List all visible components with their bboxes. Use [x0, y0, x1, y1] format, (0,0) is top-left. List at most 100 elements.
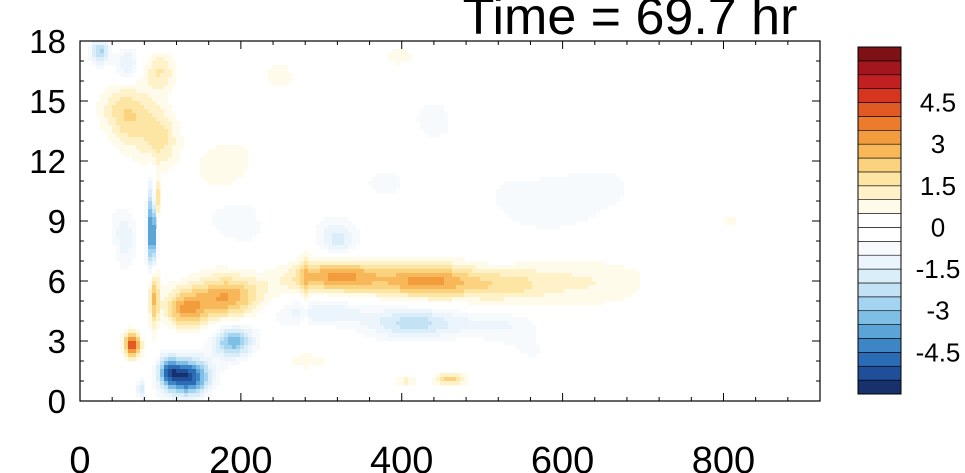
heatmap-cell — [332, 281, 337, 286]
heatmap-cell — [396, 49, 401, 54]
heatmap-cell — [124, 209, 129, 214]
heatmap-cell — [556, 185, 561, 190]
heatmap-cell — [188, 313, 193, 318]
heatmap-cell — [632, 281, 637, 286]
y-tick-label: 9 — [48, 203, 66, 240]
heatmap-cell — [560, 281, 565, 286]
heatmap-cell — [128, 137, 133, 142]
heatmap-cell — [232, 281, 237, 286]
heatmap-cell — [124, 237, 129, 242]
heatmap-cell — [252, 229, 257, 234]
heatmap-cell — [620, 289, 625, 294]
heatmap-cell — [312, 277, 317, 282]
heatmap-cell — [176, 329, 181, 334]
heatmap-cell — [160, 89, 165, 94]
x-tick-label: 0 — [69, 440, 90, 473]
heatmap-cell — [444, 329, 449, 334]
heatmap-cell — [136, 113, 141, 118]
heatmap-cell — [156, 157, 161, 162]
heatmap-cell — [380, 297, 385, 302]
heatmap-cell — [136, 109, 141, 114]
heatmap-cell — [276, 269, 281, 274]
heatmap-cell — [588, 201, 593, 206]
heatmap-cell — [136, 389, 141, 394]
heatmap-cell — [460, 261, 465, 266]
heatmap-cell — [540, 225, 545, 230]
heatmap-cell — [592, 301, 597, 306]
heatmap-cell — [584, 269, 589, 274]
heatmap-cell — [112, 137, 117, 142]
heatmap-cell — [188, 381, 193, 386]
heatmap-cell — [132, 49, 137, 54]
heatmap-cell — [536, 265, 541, 270]
heatmap-cell — [412, 317, 417, 322]
heatmap-cell — [444, 257, 449, 262]
heatmap-cell — [536, 185, 541, 190]
heatmap-cell — [224, 205, 229, 210]
heatmap-cell — [452, 289, 457, 294]
colorbar-swatch — [857, 241, 902, 256]
heatmap-cell — [192, 273, 197, 278]
heatmap-cell — [208, 369, 213, 374]
heatmap-cell — [212, 345, 217, 350]
heatmap-cell — [604, 277, 609, 282]
heatmap-cell — [168, 381, 173, 386]
heatmap-cell — [344, 261, 349, 266]
heatmap-cell — [364, 305, 369, 310]
heatmap-cell — [556, 289, 561, 294]
heatmap-cell — [136, 137, 141, 142]
heatmap-cell — [316, 237, 321, 242]
heatmap-cell — [356, 233, 361, 238]
heatmap-cell — [552, 177, 557, 182]
heatmap-cell — [424, 105, 429, 110]
heatmap-cell — [224, 297, 229, 302]
heatmap-cell — [240, 173, 245, 178]
heatmap-cell — [584, 285, 589, 290]
colorbar-swatch — [857, 324, 902, 339]
heatmap-cell — [440, 373, 445, 378]
heatmap-cell — [256, 281, 261, 286]
heatmap-cell — [304, 277, 309, 282]
heatmap-cell — [164, 353, 169, 358]
heatmap-cell — [408, 261, 413, 266]
heatmap-cell — [232, 345, 237, 350]
heatmap-cell — [544, 197, 549, 202]
heatmap-cell — [128, 49, 133, 54]
heatmap-cell — [440, 109, 445, 114]
heatmap-cell — [484, 301, 489, 306]
heatmap-cell — [284, 277, 289, 282]
heatmap-cell — [364, 293, 369, 298]
heatmap-cell — [392, 181, 397, 186]
heatmap-cell — [324, 241, 329, 246]
heatmap-cell — [160, 285, 165, 290]
heatmap-cell — [256, 345, 261, 350]
heatmap-cell — [228, 229, 233, 234]
heatmap-cell — [140, 153, 145, 158]
heatmap-cell — [476, 333, 481, 338]
heatmap-cell — [424, 113, 429, 118]
heatmap-cell — [552, 189, 557, 194]
heatmap-cell — [440, 309, 445, 314]
heatmap-cell — [124, 337, 129, 342]
heatmap-cell — [548, 289, 553, 294]
heatmap-cell — [220, 309, 225, 314]
heatmap-cell — [384, 173, 389, 178]
heatmap-cell — [168, 289, 173, 294]
heatmap-cell — [632, 285, 637, 290]
heatmap-cell — [584, 297, 589, 302]
heatmap-cell — [416, 321, 421, 326]
heatmap-cell — [408, 257, 413, 262]
heatmap-cell — [512, 189, 517, 194]
heatmap-cell — [520, 197, 525, 202]
heatmap-cell — [180, 361, 185, 366]
heatmap-cell — [300, 293, 305, 298]
heatmap-cell — [132, 149, 137, 154]
heatmap-cell — [516, 261, 521, 266]
heatmap-cell — [416, 269, 421, 274]
heatmap-cell — [384, 305, 389, 310]
heatmap-cell — [612, 177, 617, 182]
heatmap-cell — [452, 297, 457, 302]
heatmap-cell — [160, 353, 165, 358]
heatmap-cell — [488, 297, 493, 302]
heatmap-cell — [596, 209, 601, 214]
